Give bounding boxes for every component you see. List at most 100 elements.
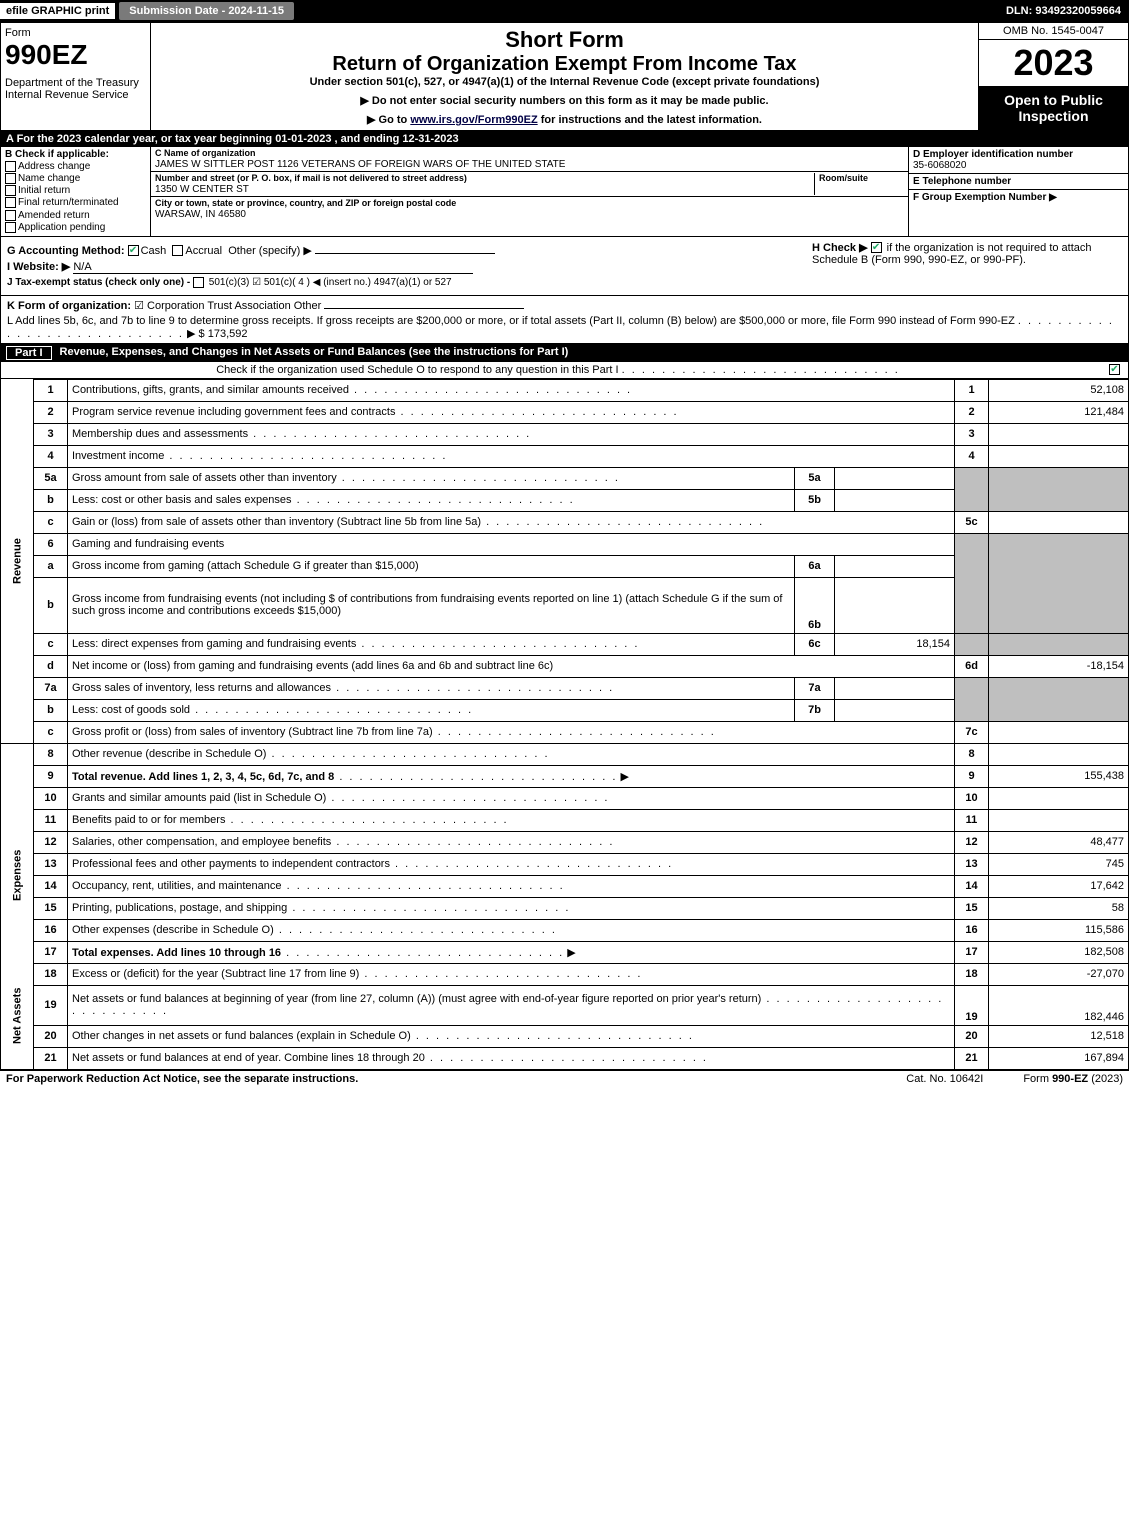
tax-year: 2023 [979, 40, 1128, 86]
line-1-ln: 1 [955, 379, 989, 401]
line-3-desc: Membership dues and assessments [68, 423, 955, 445]
line-2-val: 121,484 [989, 401, 1129, 423]
line-9-val: 155,438 [989, 765, 1129, 787]
section-a-bar: A For the 2023 calendar year, or tax yea… [0, 131, 1129, 147]
line-4-num: 4 [34, 445, 68, 467]
line-20-desc: Other changes in net assets or fund bala… [68, 1025, 955, 1047]
line-12-desc: Salaries, other compensation, and employ… [68, 831, 955, 853]
line-7b-num: b [34, 699, 68, 721]
section-l: L Add lines 5b, 6c, and 7b to line 9 to … [7, 315, 1122, 340]
line-1-num: 1 [34, 379, 68, 401]
section-j: J Tax-exempt status (check only one) - 5… [7, 277, 802, 288]
section-c: C Name of organization JAMES W SITTLER P… [151, 147, 908, 236]
line-14-num: 14 [34, 875, 68, 897]
line-6c-num: c [34, 633, 68, 655]
line-16-desc: Other expenses (describe in Schedule O) [68, 919, 955, 941]
line-15-num: 15 [34, 897, 68, 919]
line-21-val: 167,894 [989, 1047, 1129, 1069]
line-6a-num: a [34, 555, 68, 577]
section-j-label: J Tax-exempt status (check only one) - [7, 277, 193, 288]
section-h: H Check ▶ ✔ if the organization is not r… [802, 241, 1122, 291]
open-to-public: Open to Public Inspection [979, 86, 1128, 130]
line-5c-ln: 5c [955, 511, 989, 533]
other-specify-line [315, 253, 495, 254]
line-18-val: -27,070 [989, 963, 1129, 985]
chk-initial-return[interactable]: Initial return [5, 185, 146, 196]
line-6d-ln: 6d [955, 655, 989, 677]
website-value: N/A [73, 261, 473, 274]
line-13-ln: 13 [955, 853, 989, 875]
part-i-title: Revenue, Expenses, and Changes in Net As… [60, 346, 569, 360]
section-l-arrow: ▶ $ [187, 328, 205, 340]
chk-501c3[interactable] [193, 277, 204, 288]
chk-cash[interactable]: ✔ [128, 245, 139, 256]
line-1-val: 52,108 [989, 379, 1129, 401]
section-b: B Check if applicable: Address change Na… [1, 147, 151, 236]
dots-icon [622, 364, 900, 376]
side-net-assets: Net Assets [1, 963, 34, 1069]
line-5a-num: 5a [34, 467, 68, 489]
section-i-label: I Website: ▶ [7, 261, 70, 273]
form-number: 990EZ [5, 39, 146, 71]
section-f-label: F Group Exemption Number ▶ [913, 192, 1057, 203]
line-16-val: 115,586 [989, 919, 1129, 941]
line-6-desc: Gaming and fundraising events [68, 533, 955, 555]
chk-name-change[interactable]: Name change [5, 173, 146, 184]
chk-schedule-o-part1[interactable]: ✔ [1109, 364, 1120, 375]
section-d: D Employer identification number 35-6068… [909, 147, 1128, 174]
line-17-num: 17 [34, 941, 68, 963]
grey-cell [989, 467, 1129, 511]
line-7c-val [989, 721, 1129, 743]
line-8-val [989, 743, 1129, 765]
line-7a-num: 7a [34, 677, 68, 699]
chk-schedule-b[interactable]: ✔ [871, 242, 882, 253]
line-7a-desc: Gross sales of inventory, less returns a… [68, 677, 795, 699]
line-21-num: 21 [34, 1047, 68, 1069]
side-blank [1, 743, 34, 787]
line-6b-desc: Gross income from fundraising events (no… [68, 577, 795, 633]
section-j-opts: 501(c)(3) ☑ 501(c)( 4 ) ◀ (insert no.) 4… [209, 277, 452, 288]
part-i-header: Part I Revenue, Expenses, and Changes in… [0, 344, 1129, 362]
gross-receipts-value: 173,592 [208, 328, 248, 340]
line-13-desc: Professional fees and other payments to … [68, 853, 955, 875]
section-d-label: D Employer identification number [913, 149, 1073, 160]
line-2-desc: Program service revenue including govern… [68, 401, 955, 423]
line-6c-desc: Less: direct expenses from gaming and fu… [68, 633, 795, 655]
section-e-label: E Telephone number [913, 176, 1011, 187]
line-12-num: 12 [34, 831, 68, 853]
line-6c-sn: 6c [795, 633, 835, 655]
line-21-desc: Net assets or fund balances at end of ye… [68, 1047, 955, 1069]
section-i: I Website: ▶ N/A [7, 260, 802, 274]
line-7b-sv [835, 699, 955, 721]
short-form-title: Short Form [159, 27, 970, 53]
sections-b-through-f: B Check if applicable: Address change Na… [0, 147, 1129, 237]
department-label: Department of the Treasury Internal Reve… [5, 77, 146, 101]
chk-accrual[interactable] [172, 245, 183, 256]
section-h-label: H Check ▶ [812, 242, 868, 254]
chk-address-change[interactable]: Address change [5, 161, 146, 172]
footer-catalog: Cat. No. 10642I [906, 1073, 983, 1085]
irs-link[interactable]: www.irs.gov/Form990EZ [410, 114, 537, 126]
line-6b-num: b [34, 577, 68, 633]
chk-amended-return[interactable]: Amended return [5, 210, 146, 221]
line-3-val [989, 423, 1129, 445]
city-value: WARSAW, IN 46580 [155, 209, 246, 220]
bullet-goto-pre: ▶ Go to [367, 114, 410, 126]
line-5a-desc: Gross amount from sale of assets other t… [68, 467, 795, 489]
efile-label: efile GRAPHIC print [0, 3, 115, 19]
line-10-ln: 10 [955, 787, 989, 809]
bullet-goto: ▶ Go to www.irs.gov/Form990EZ for instru… [159, 113, 970, 126]
dln-label: DLN: 93492320059664 [998, 3, 1129, 19]
line-19-val: 182,446 [989, 985, 1129, 1025]
line-6a-sn: 6a [795, 555, 835, 577]
header-middle: Short Form Return of Organization Exempt… [151, 23, 978, 130]
line-6a-sv [835, 555, 955, 577]
chk-application-pending[interactable]: Application pending [5, 222, 146, 233]
section-k-opts: ☑ Corporation Trust Association Other [134, 300, 321, 312]
chk-final-return[interactable]: Final return/terminated [5, 197, 146, 208]
grey-cell [989, 677, 1129, 721]
grey-cell [955, 677, 989, 721]
side-revenue: Revenue [1, 379, 34, 743]
side-expenses: Expenses [1, 787, 34, 963]
line-19-ln: 19 [955, 985, 989, 1025]
